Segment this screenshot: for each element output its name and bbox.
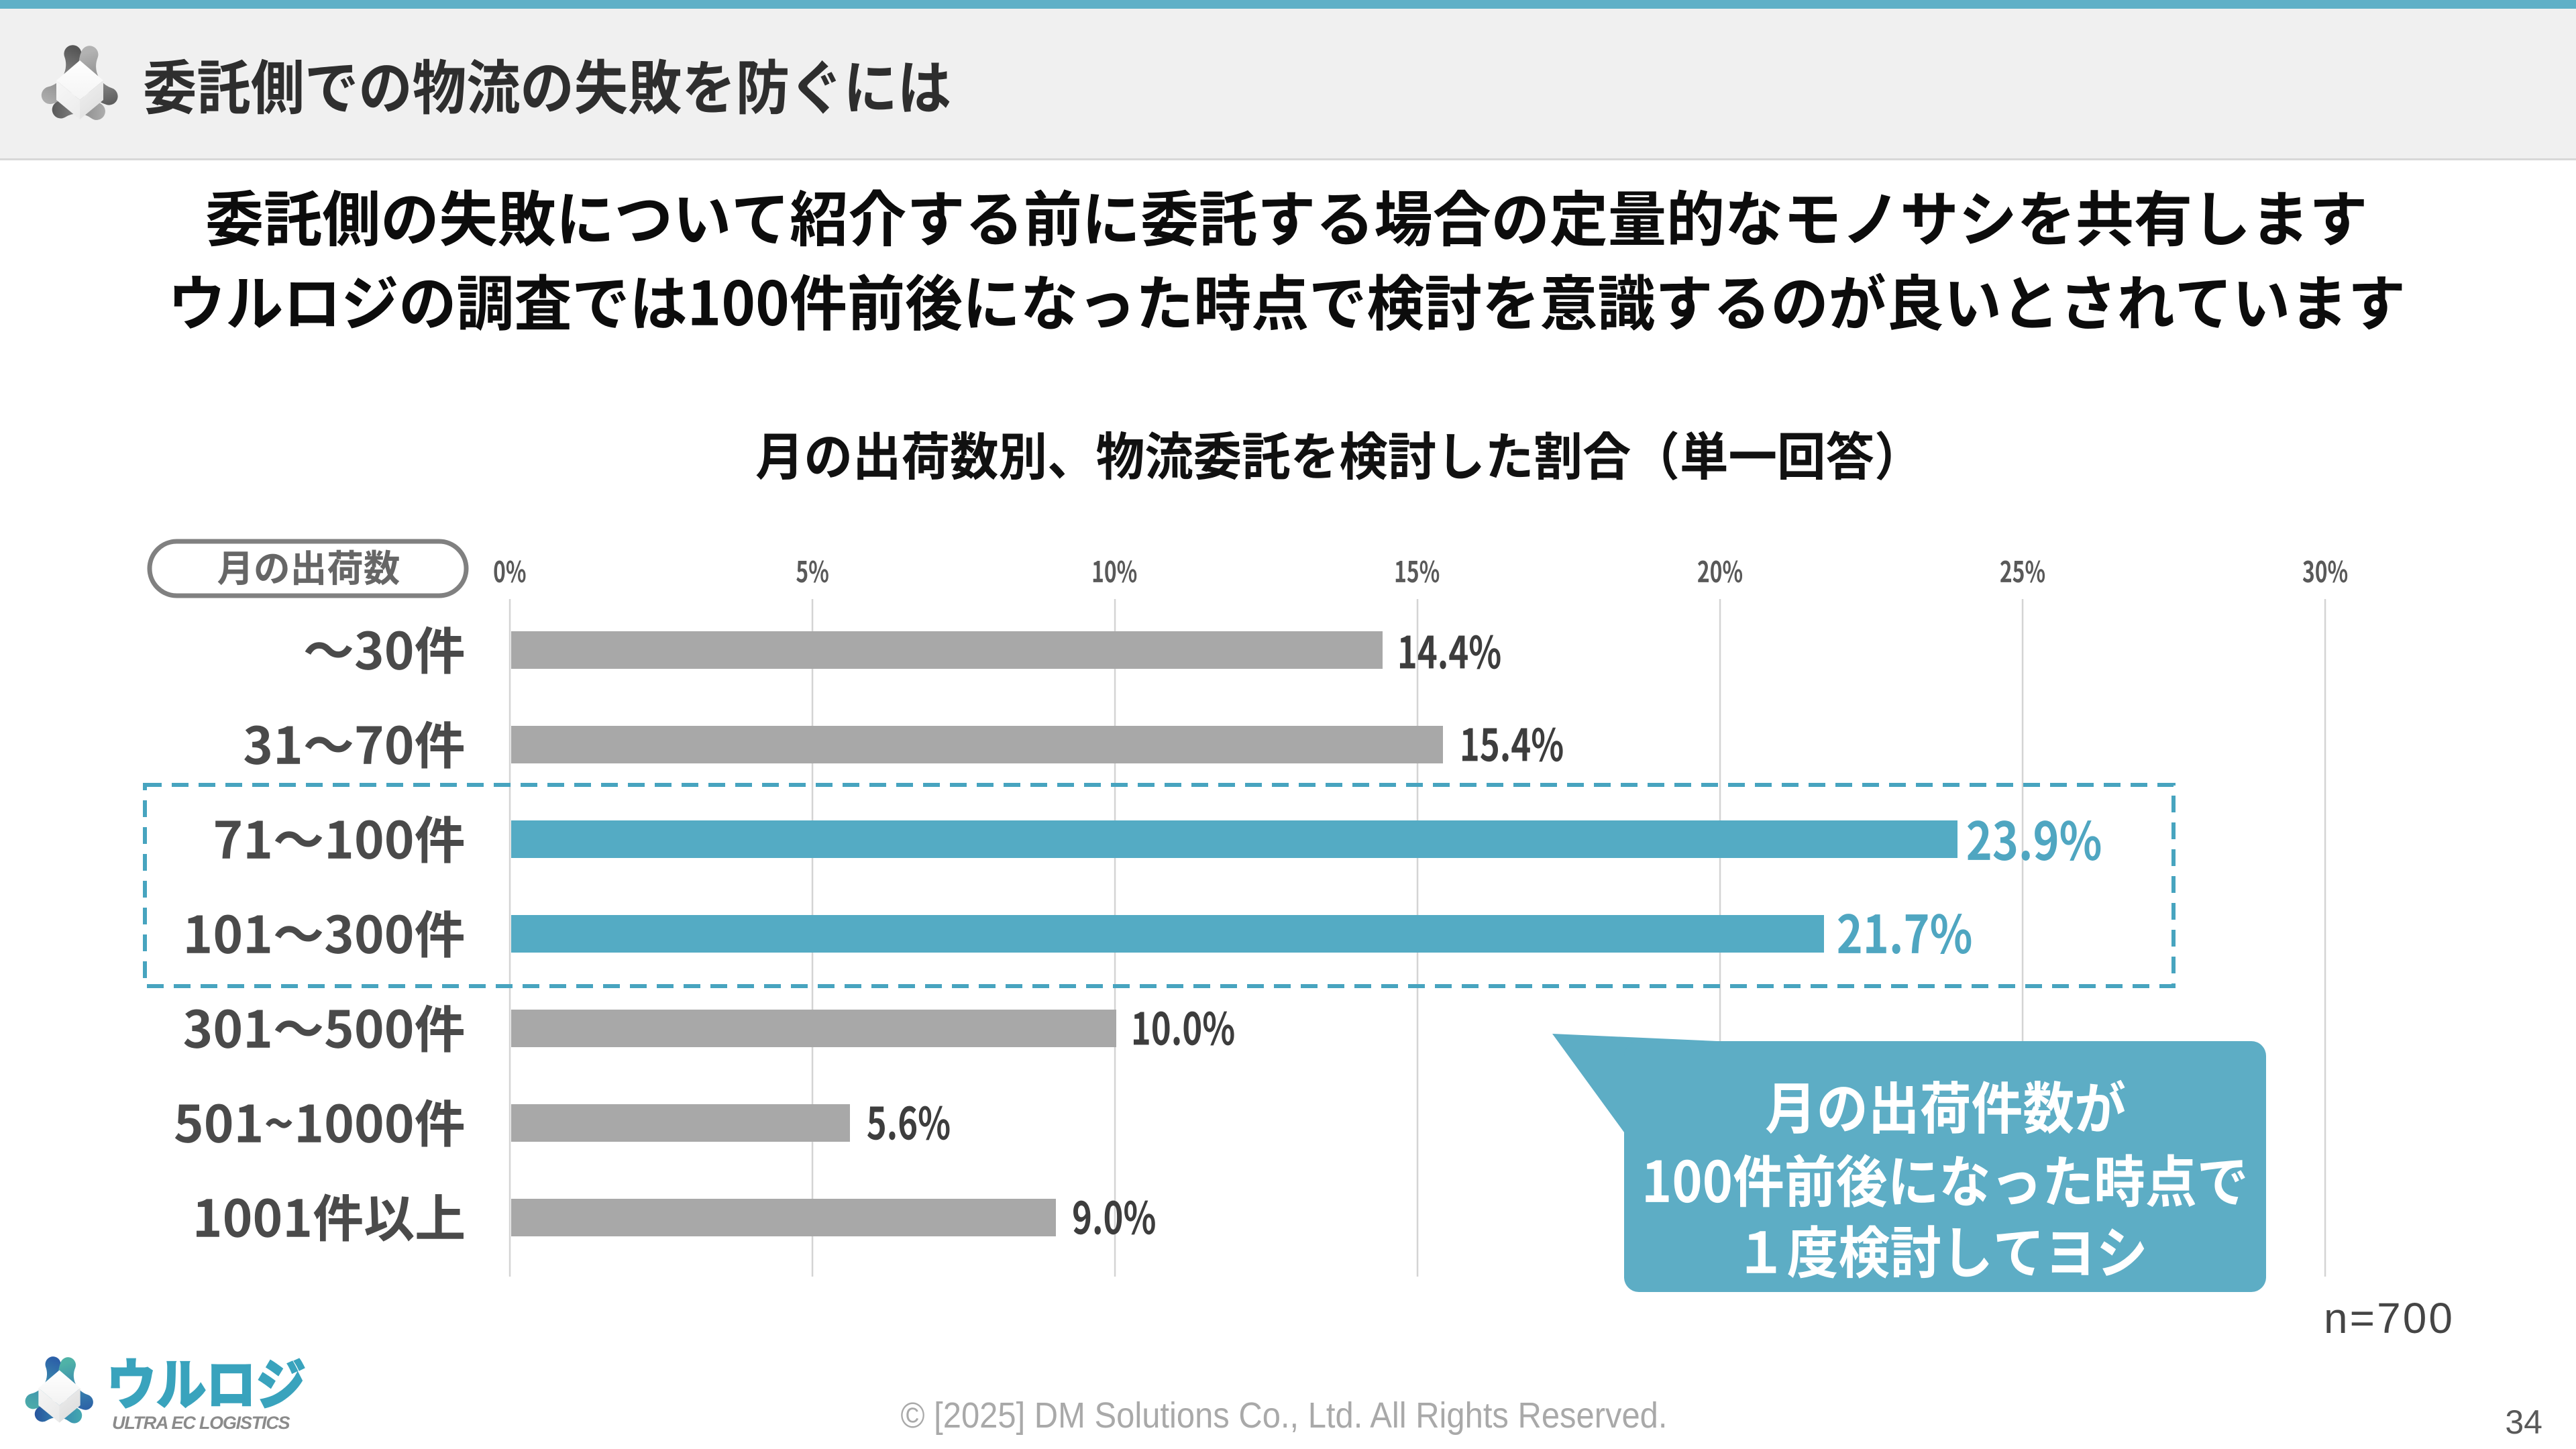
svg-text:n=700: n=700 [2324, 1294, 2453, 1342]
svg-text:ULTRA EC LOGISTICS: ULTRA EC LOGISTICS [112, 1413, 292, 1433]
svg-text:© [2025] DM Solutions Co., Ltd: © [2025] DM Solutions Co., Ltd. All Righ… [901, 1395, 1668, 1436]
svg-text:34: 34 [2505, 1403, 2542, 1441]
